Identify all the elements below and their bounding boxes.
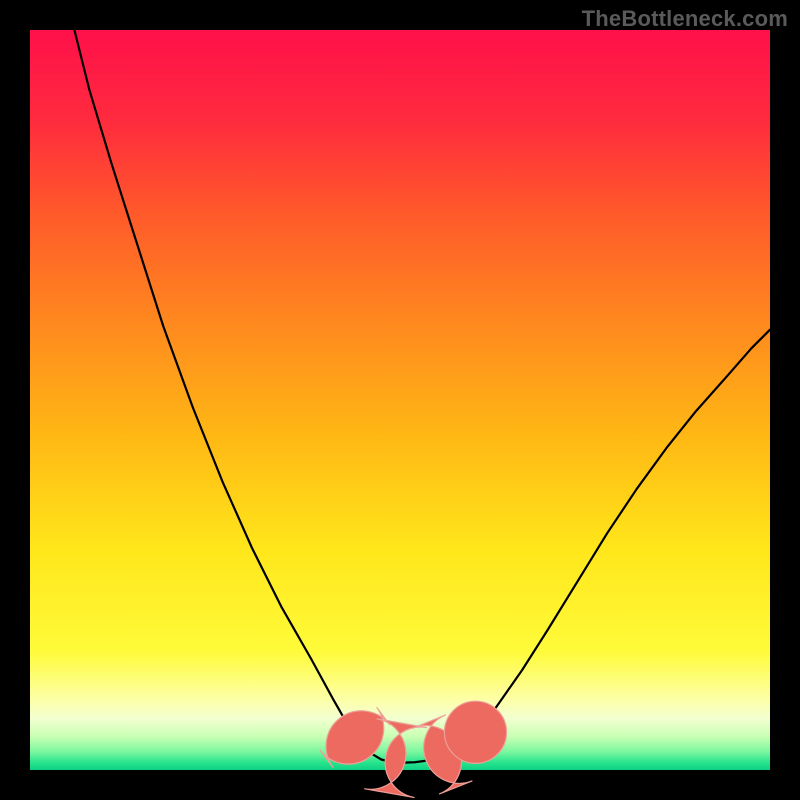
watermark-text: TheBottleneck.com [582,6,788,32]
data-marker [444,701,506,763]
outer-frame: TheBottleneck.com [0,0,800,800]
plot-background [30,30,770,770]
chart-canvas [0,0,800,800]
